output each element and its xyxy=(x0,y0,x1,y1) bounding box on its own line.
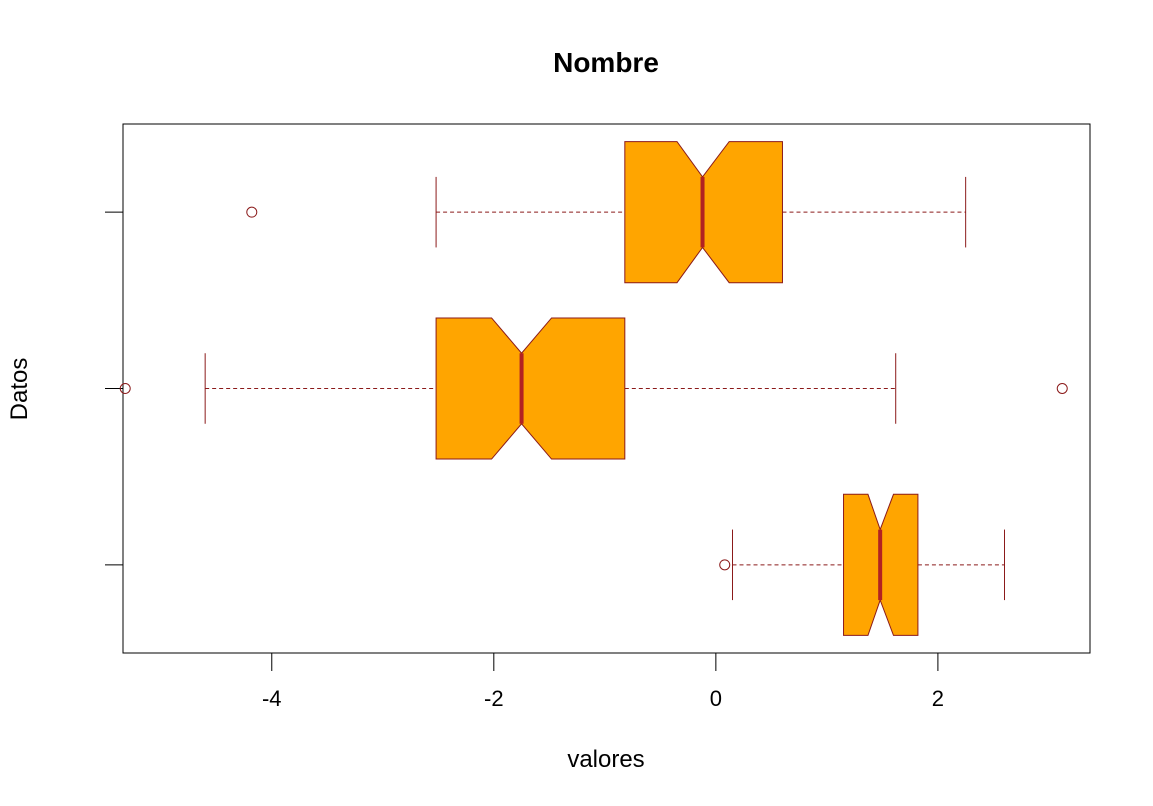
x-tick-label: 2 xyxy=(932,686,944,711)
outlier-point xyxy=(719,559,731,571)
box-group xyxy=(119,317,1068,460)
notched-box xyxy=(435,317,626,460)
outlier-point xyxy=(119,383,131,394)
x-axis: -4 -2 0 2 xyxy=(262,652,944,711)
x-tick-label: -4 xyxy=(262,686,282,711)
boxes-group xyxy=(119,141,1068,636)
x-axis-label: valores xyxy=(567,746,644,773)
x-tick-label: 0 xyxy=(710,686,722,711)
outlier-point xyxy=(1056,383,1068,394)
x-tick-label: -2 xyxy=(484,686,504,711)
y-axis-label: Datos xyxy=(6,358,33,421)
outlier-point xyxy=(246,206,258,218)
box-group xyxy=(246,141,967,284)
box-group xyxy=(719,493,1006,636)
chart-title: Nombre xyxy=(553,47,659,78)
